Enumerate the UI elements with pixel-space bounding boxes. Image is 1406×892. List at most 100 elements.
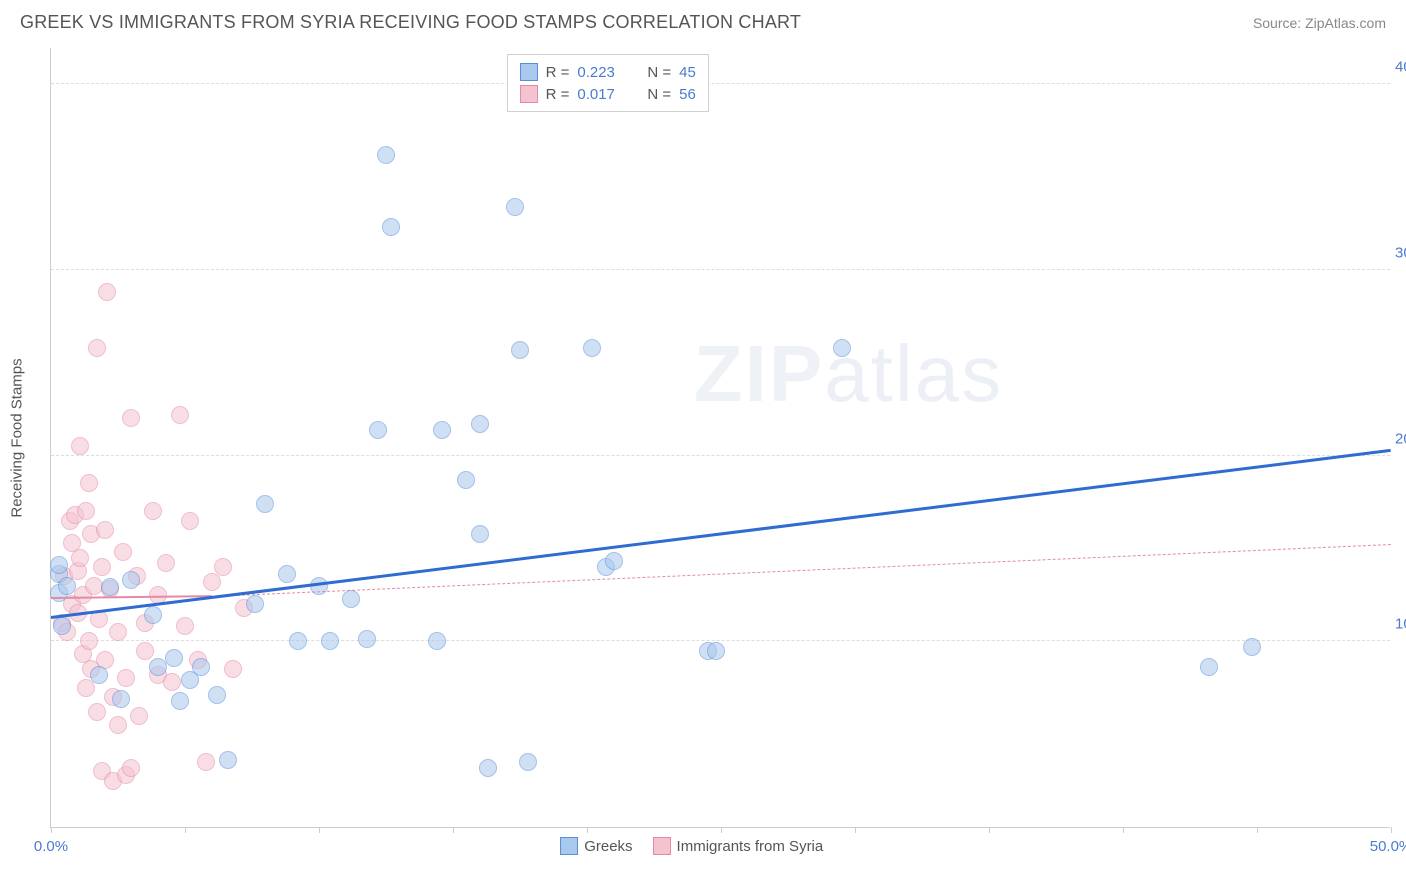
data-point — [192, 658, 210, 676]
r-label: R = — [546, 64, 570, 81]
n-value: 56 — [679, 86, 696, 103]
data-point — [122, 571, 140, 589]
data-point — [149, 658, 167, 676]
data-point — [171, 692, 189, 710]
data-point — [136, 642, 154, 660]
data-point — [511, 341, 529, 359]
legend-row: R = 0.017 N = 56 — [520, 83, 696, 105]
data-point — [471, 525, 489, 543]
data-point — [583, 339, 601, 357]
x-tick — [721, 827, 722, 833]
gridline — [51, 269, 1390, 270]
data-point — [256, 495, 274, 513]
data-point — [98, 283, 116, 301]
data-point — [369, 421, 387, 439]
y-tick-label: 30.0% — [1395, 244, 1406, 261]
legend-label: Greeks — [584, 838, 632, 855]
data-point — [289, 632, 307, 650]
data-point — [122, 759, 140, 777]
data-point — [96, 521, 114, 539]
x-tick — [51, 827, 52, 833]
x-tick — [989, 827, 990, 833]
chart-title: GREEK VS IMMIGRANTS FROM SYRIA RECEIVING… — [20, 12, 801, 33]
trend-line — [51, 449, 1391, 619]
correlation-legend: R = 0.223 N = 45 R = 0.017 N = 56 — [507, 54, 709, 112]
data-point — [171, 406, 189, 424]
data-point — [707, 642, 725, 660]
legend-row: R = 0.223 N = 45 — [520, 61, 696, 83]
gridline — [51, 455, 1390, 456]
data-point — [144, 502, 162, 520]
data-point — [80, 632, 98, 650]
data-point — [109, 623, 127, 641]
data-point — [109, 716, 127, 734]
data-point — [71, 549, 89, 567]
data-point — [208, 686, 226, 704]
data-point — [224, 660, 242, 678]
data-point — [163, 673, 181, 691]
gridline — [51, 640, 1390, 641]
data-point — [358, 630, 376, 648]
data-point — [88, 703, 106, 721]
data-point — [457, 471, 475, 489]
data-point — [342, 590, 360, 608]
data-point — [71, 437, 89, 455]
data-point — [144, 606, 162, 624]
data-point — [88, 339, 106, 357]
x-tick — [1391, 827, 1392, 833]
data-point — [377, 146, 395, 164]
series-legend: Greeks Immigrants from Syria — [560, 837, 823, 855]
legend-label: Immigrants from Syria — [677, 838, 824, 855]
data-point — [519, 753, 537, 771]
data-point — [93, 558, 111, 576]
r-value: 0.017 — [577, 86, 627, 103]
data-point — [321, 632, 339, 650]
data-point — [605, 552, 623, 570]
scatter-chart: Receiving Food Stamps ZIPatlas 10.0%20.0… — [50, 48, 1390, 828]
data-point — [77, 502, 95, 520]
data-point — [506, 198, 524, 216]
x-tick — [453, 827, 454, 833]
data-point — [50, 556, 68, 574]
x-tick-label: 50.0% — [1370, 838, 1406, 855]
data-point — [53, 617, 71, 635]
legend-item: Greeks — [560, 837, 632, 855]
data-point — [176, 617, 194, 635]
y-axis-label: Receiving Food Stamps — [9, 358, 26, 517]
n-label: N = — [647, 86, 671, 103]
data-point — [219, 751, 237, 769]
y-tick-label: 20.0% — [1395, 430, 1406, 447]
data-point — [117, 669, 135, 687]
data-point — [833, 339, 851, 357]
r-label: R = — [546, 86, 570, 103]
n-label: N = — [647, 64, 671, 81]
data-point — [90, 666, 108, 684]
data-point — [246, 595, 264, 613]
data-point — [101, 578, 119, 596]
data-point — [479, 759, 497, 777]
data-point — [122, 409, 140, 427]
data-point — [130, 707, 148, 725]
x-tick — [1123, 827, 1124, 833]
x-tick — [185, 827, 186, 833]
x-tick — [587, 827, 588, 833]
data-point — [58, 577, 76, 595]
data-point — [433, 421, 451, 439]
data-point — [80, 474, 98, 492]
legend-swatch — [520, 63, 538, 81]
data-point — [203, 573, 221, 591]
y-tick-label: 10.0% — [1395, 616, 1406, 633]
data-point — [77, 679, 95, 697]
data-point — [382, 218, 400, 236]
data-point — [197, 753, 215, 771]
x-tick — [855, 827, 856, 833]
data-point — [112, 690, 130, 708]
data-point — [165, 649, 183, 667]
data-point — [428, 632, 446, 650]
r-value: 0.223 — [577, 64, 627, 81]
data-point — [1243, 638, 1261, 656]
n-value: 45 — [679, 64, 696, 81]
data-point — [157, 554, 175, 572]
trend-line — [212, 544, 1391, 597]
legend-swatch — [560, 837, 578, 855]
